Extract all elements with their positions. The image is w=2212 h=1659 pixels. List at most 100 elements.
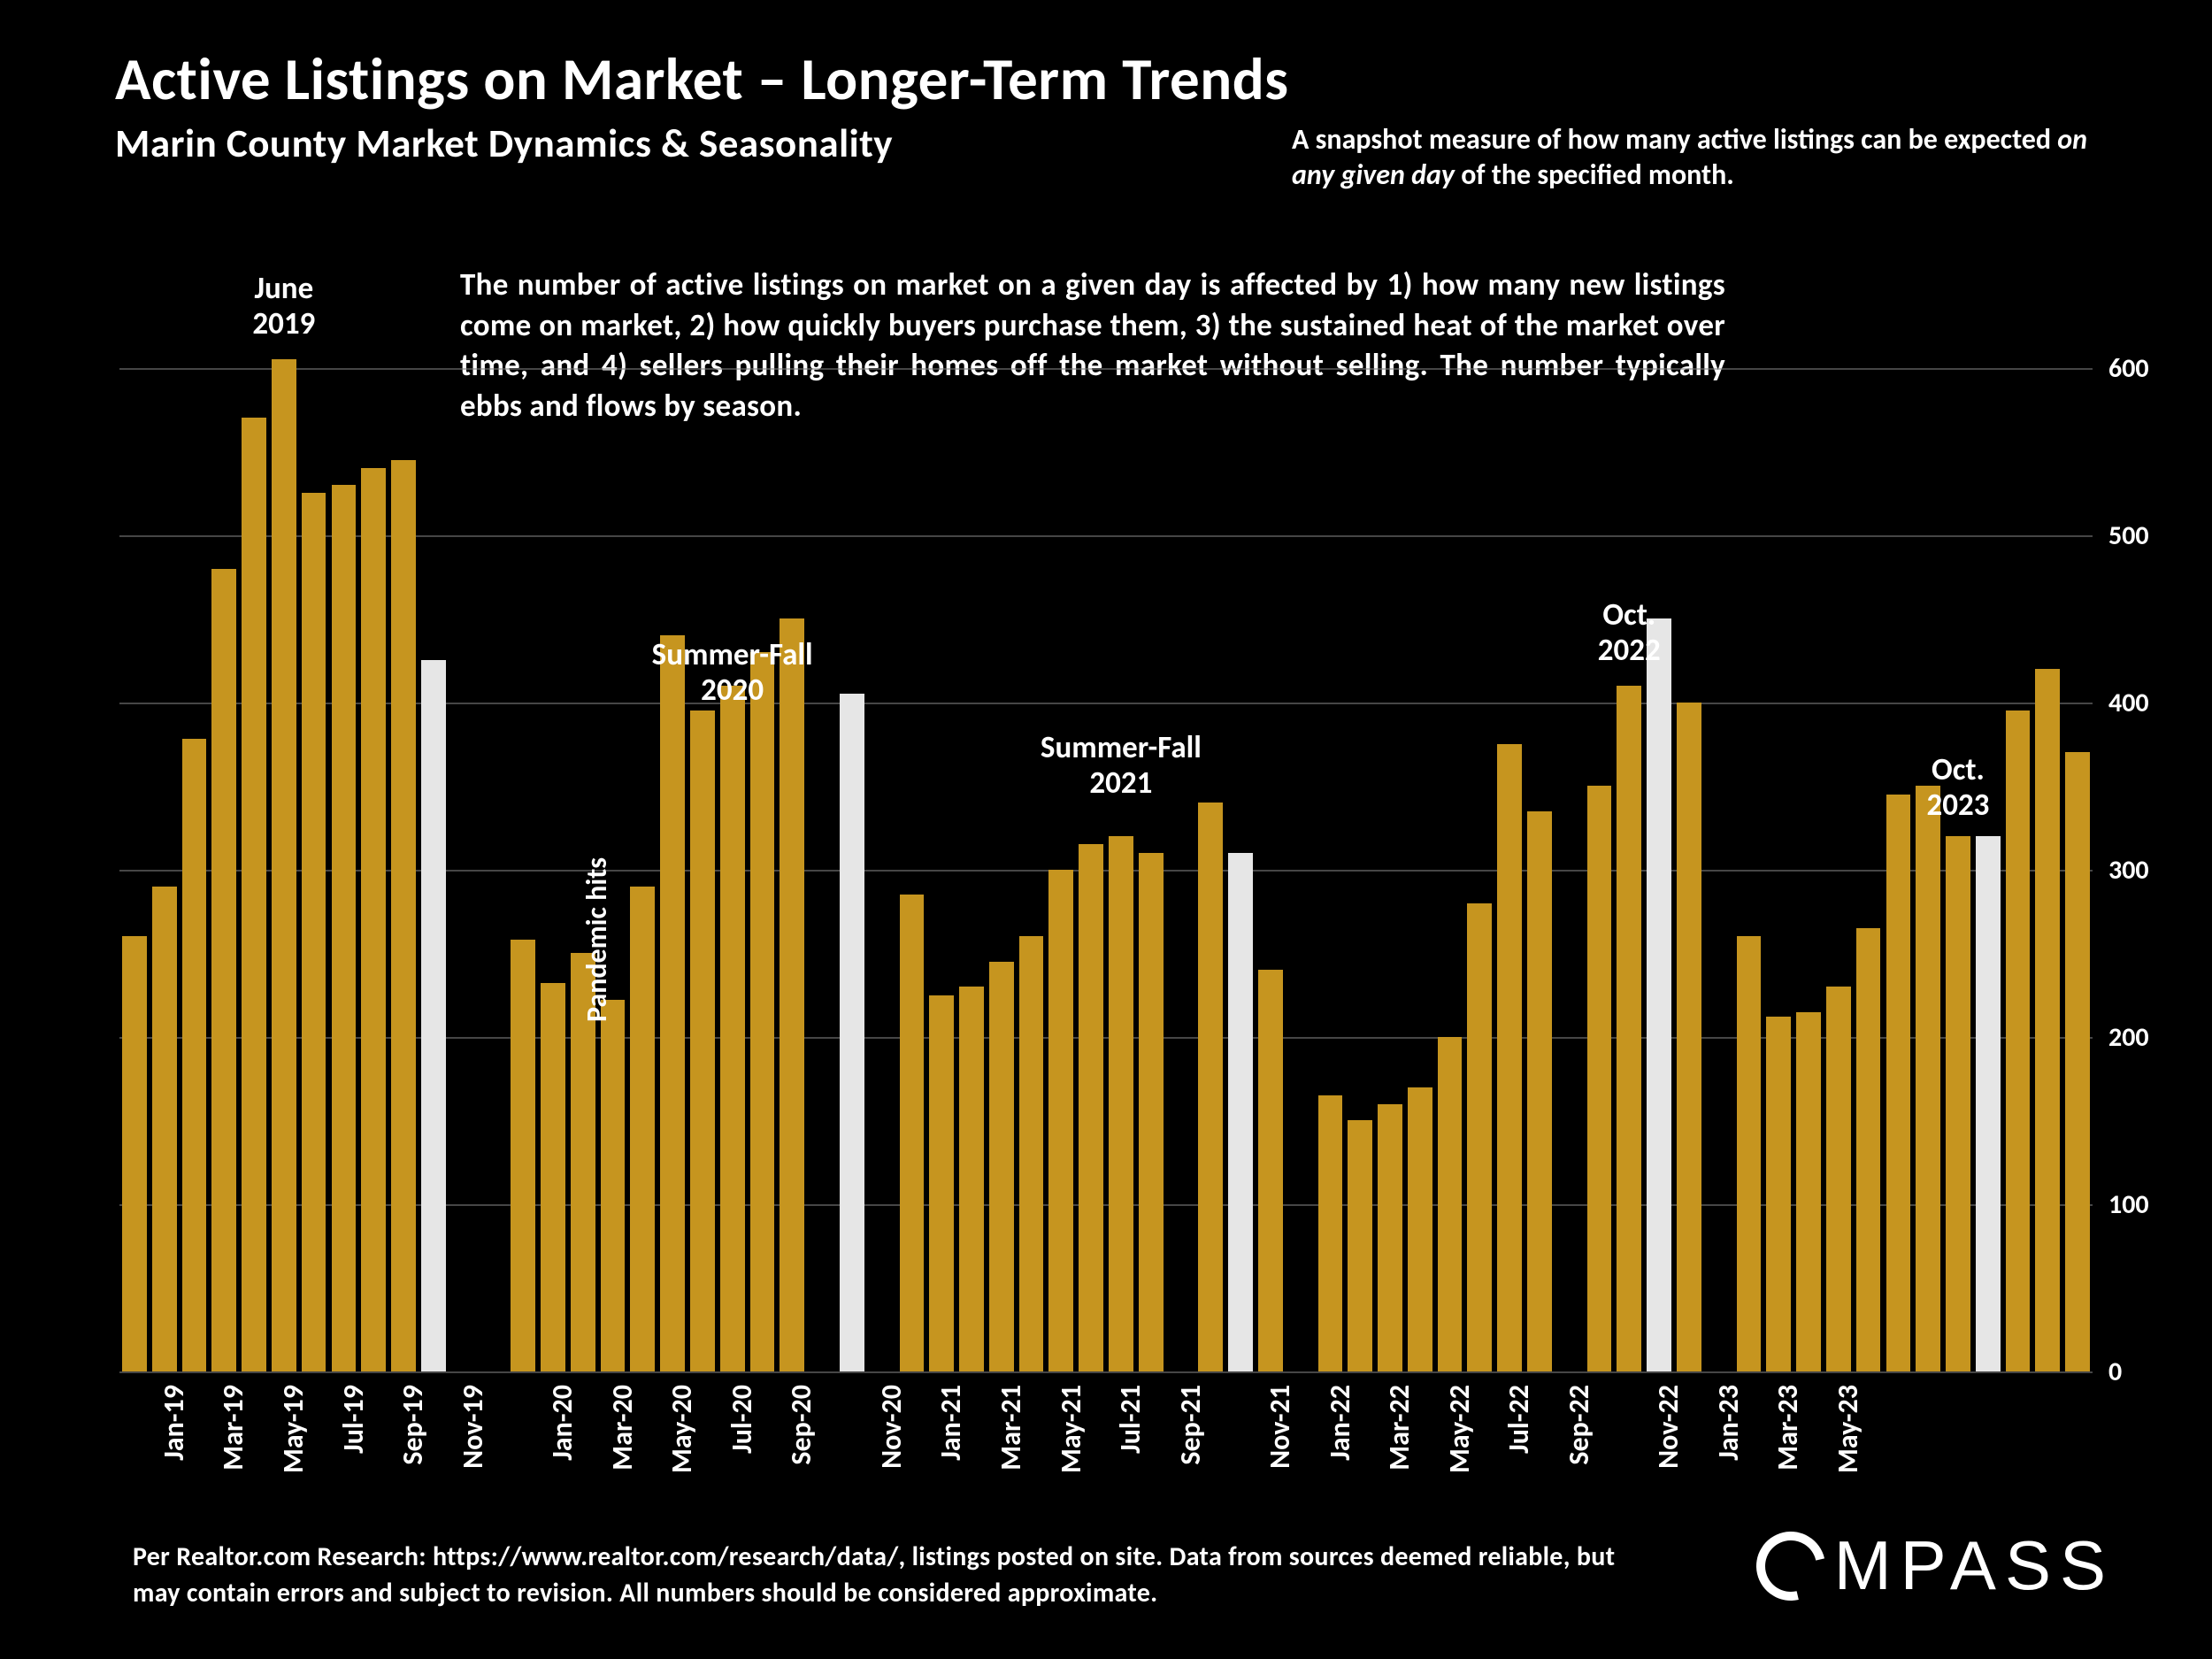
bar [361,468,386,1371]
bar [1796,1012,1821,1371]
bar [1886,795,1911,1371]
bar [182,739,207,1371]
bar [1438,1037,1463,1371]
bar [1497,744,1522,1371]
bar [242,418,266,1371]
snapshot-post: of the specified month. [1455,157,1734,192]
snapshot-pre: A snapshot measure of how many active li… [1292,122,2057,157]
y-tick-label: 300 [2108,854,2149,887]
x-tick-label: Jan-19 [157,1385,191,1491]
x-tick-label: Sep-19 [396,1385,430,1491]
x-tick-label: Sep-21 [1173,1385,1208,1491]
bar [1408,1087,1432,1371]
bar [2065,752,2090,1371]
chart-annotation: June2019 [160,271,408,342]
bar [541,983,565,1371]
y-tick-label: 600 [2108,352,2149,385]
bar [1228,853,1253,1371]
bar [1587,786,1612,1371]
bar [720,686,745,1371]
bar [929,995,954,1371]
y-tick-label: 0 [2108,1356,2122,1388]
chart-subtitle: Marin County Market Dynamics & Seasonali… [115,119,893,168]
x-tick-label: Sep-20 [784,1385,818,1491]
bar [1198,803,1223,1371]
pandemic-annotation: Pandemic hits [580,857,614,1022]
bar [1318,1095,1343,1371]
bar [690,710,715,1371]
bar [1467,903,1492,1371]
bar [1139,853,1164,1371]
bar [989,962,1014,1371]
x-tick-label: Jan-21 [933,1385,968,1491]
gridline [119,1371,2093,1373]
x-tick-label: Mar-20 [605,1385,640,1491]
bar [1048,870,1073,1371]
x-tick-label: May-20 [664,1385,699,1491]
y-tick-label: 400 [2108,687,2149,719]
bar [332,485,357,1371]
bar [1976,836,2001,1371]
bar [302,493,326,1371]
compass-logo-text: MPASS [1834,1525,2115,1606]
x-tick-label: Mar-22 [1382,1385,1417,1491]
snapshot-note: A snapshot measure of how many active li… [1292,122,2088,193]
x-tick-label: May-19 [276,1385,311,1491]
y-tick-label: 500 [2108,519,2149,552]
bar [601,1000,626,1371]
source-footer: Per Realtor.com Research: https://www.re… [133,1540,1655,1611]
compass-logo: MPASS [1756,1525,2115,1606]
x-tick-label: Mar-19 [216,1385,250,1491]
x-tick-label: Nov-20 [874,1385,909,1491]
bar [900,895,925,1371]
bars-container [119,301,2093,1371]
y-tick-label: 100 [2108,1188,2149,1221]
bar [511,940,535,1371]
y-tick-label: 200 [2108,1021,2149,1054]
bar [1766,1017,1791,1371]
bar [1527,811,1552,1371]
chart-annotation: Oct.2022 [1505,597,1753,669]
bar [1916,786,1940,1371]
x-tick-label: Nov-21 [1263,1385,1297,1491]
bar [1258,970,1283,1371]
bar [1647,618,1671,1371]
bar [1946,836,1970,1371]
bar [1856,928,1881,1371]
bar [122,936,147,1371]
bar-chart: 0100200300400500600Jan-19Mar-19May-19Jul… [119,301,2093,1371]
x-tick-label: Jul-20 [725,1385,759,1491]
bar [1617,686,1641,1371]
bar [750,652,775,1371]
bar [391,460,416,1371]
bar [1079,844,1103,1371]
bar [1826,987,1851,1371]
x-tick-label: Jan-23 [1711,1385,1746,1491]
x-tick-label: May-21 [1054,1385,1088,1491]
x-tick-label: Jan-22 [1323,1385,1357,1491]
x-tick-label: May-23 [1831,1385,1865,1491]
bar [630,887,655,1371]
bar [1109,836,1133,1371]
bar [1677,703,1701,1371]
x-tick-label: Jul-21 [1113,1385,1148,1491]
compass-logo-c-icon [1743,1518,1838,1613]
bar [421,660,446,1371]
chart-title: Active Listings on Market – Longer-Term … [115,42,1288,115]
x-tick-label: Mar-21 [994,1385,1028,1491]
bar [780,618,804,1371]
x-tick-label: Mar-23 [1770,1385,1805,1491]
bar [1348,1120,1372,1371]
x-tick-label: Jul-19 [336,1385,371,1491]
x-tick-label: Jan-20 [545,1385,580,1491]
bar [211,569,236,1372]
bar [152,887,177,1371]
x-tick-label: Nov-22 [1651,1385,1686,1491]
chart-annotation: Summer-Fall2020 [609,637,856,709]
bar [1019,936,1044,1371]
bar [1378,1104,1402,1372]
bar [660,635,685,1371]
x-tick-label: May-22 [1442,1385,1477,1491]
chart-annotation: Oct.2023 [1834,752,2082,824]
chart-annotation: Summer-Fall2021 [997,730,1245,802]
